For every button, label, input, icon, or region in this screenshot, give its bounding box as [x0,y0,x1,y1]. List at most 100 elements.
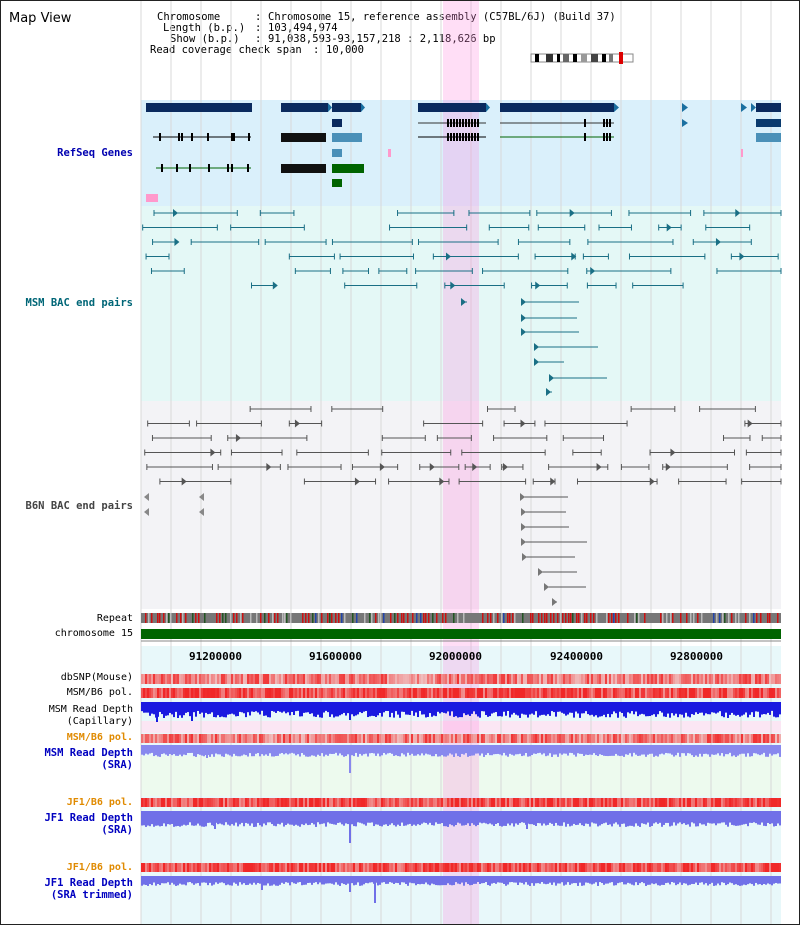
exon [465,133,467,141]
depth-bar [255,876,257,885]
heat-cell [621,734,623,743]
heat-cell [419,734,421,743]
heat-cell [437,674,439,684]
heat-cell [411,863,413,872]
heat-cell [421,798,423,807]
heat-cell [465,863,467,872]
heat-cell [329,798,331,807]
heat-cell [635,674,637,684]
msm-bac-track[interactable] [142,209,782,396]
heat-cell [289,863,291,872]
depth-bar [591,702,593,715]
depth-bar [509,876,511,883]
heat-cell [393,798,395,807]
depth-bar [357,702,359,715]
depth-bar [465,876,467,883]
depth-bar [353,876,355,886]
heat-cell [637,798,639,807]
heat-cell [223,863,225,872]
refseq-track[interactable] [146,103,781,202]
heat-cell [533,674,535,684]
depth-bar [335,876,337,883]
heat-cell [327,863,329,872]
depth-bar [355,745,357,753]
polymorphism-tracks[interactable] [141,674,781,872]
heat-cell [371,734,373,743]
heat-cell [681,688,683,698]
bac-arrow [521,314,526,322]
heat-cell [493,674,495,684]
depth-bar [709,876,711,885]
depth-bar [769,702,771,715]
b6n-bac-track[interactable] [144,406,782,606]
bac-arrow [549,374,554,382]
depth-bar [169,745,171,755]
heat-cell [157,734,159,743]
heat-cell [385,688,387,698]
heat-cell [197,688,199,698]
heat-cell [505,798,507,807]
depth-bar [411,811,413,826]
depth-bar [311,745,313,756]
heat-cell [681,734,683,743]
heat-cell [345,734,347,743]
depth-bar [487,745,489,754]
msm-bac-label[interactable]: MSM BAC end pairs [25,297,133,309]
depth-bar [171,876,173,883]
refseq-label[interactable]: RefSeq Genes [57,147,133,159]
depth-bar [767,876,769,884]
heat-cell [413,863,415,872]
heat-cell [269,863,271,872]
depth-bar [155,876,157,886]
chromosome-bar[interactable] [141,629,781,639]
heat-cell [545,674,547,684]
heat-cell [469,734,471,743]
bac-arrow [534,343,539,351]
depth-bar [717,702,719,713]
depth-bar [507,811,509,824]
heat-cell [535,674,537,684]
heat-cell [537,674,539,684]
heat-cell [773,688,775,698]
heat-cell [463,798,465,807]
depth-bar [249,745,251,754]
heat-cell [341,734,343,743]
heat-cell [267,734,269,743]
depth-bar [635,702,637,712]
heat-cell [505,688,507,698]
depth-bar [765,876,767,885]
heat-cell [285,734,287,743]
heat-cell [359,674,361,684]
heat-cell [537,798,539,807]
depth-bar [239,876,241,883]
heat-cell [365,734,367,743]
chromosome-ideogram[interactable] [530,52,634,64]
depth-bar [293,745,295,754]
highlight-region[interactable] [443,1,479,924]
heat-cell [315,688,317,698]
heat-cell [613,674,615,684]
heat-cell [447,688,449,698]
heat-cell [603,798,605,807]
depth-bar [555,811,557,823]
heat-cell [159,863,161,872]
heat-cell [403,863,405,872]
repeat-element [501,613,503,623]
heat-cell [239,734,241,743]
depth-bar [291,811,293,825]
repeat-track[interactable] [141,613,781,623]
heat-cell [535,798,537,807]
repeat-element [538,613,540,623]
heat-cell [293,798,295,807]
depth-bar [187,745,189,753]
read-depth-tracks[interactable] [141,702,781,903]
heat-cell [427,688,429,698]
repeat-element [240,613,242,623]
heat-cell [363,798,365,807]
gene-block [281,133,326,142]
heat-cell [213,734,215,743]
heat-cell [305,798,307,807]
depth-bar [465,811,467,825]
b6n-bac-label[interactable]: B6N BAC end pairs [25,500,133,512]
